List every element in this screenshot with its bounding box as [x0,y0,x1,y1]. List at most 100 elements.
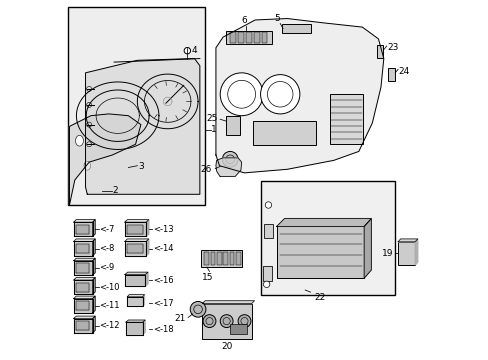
Polygon shape [142,320,145,335]
Text: 23: 23 [386,43,398,52]
Polygon shape [69,114,141,205]
Polygon shape [74,258,95,261]
Polygon shape [74,242,93,256]
Polygon shape [74,296,95,298]
Text: <-16: <-16 [153,275,173,284]
Polygon shape [76,301,89,310]
Polygon shape [93,296,95,313]
Polygon shape [76,244,89,253]
Polygon shape [276,219,370,226]
Text: 15: 15 [202,273,213,282]
Circle shape [264,202,271,208]
Polygon shape [93,220,95,237]
Text: 1: 1 [211,126,217,135]
Polygon shape [74,316,95,319]
Polygon shape [146,239,148,256]
Circle shape [238,315,250,328]
Polygon shape [414,239,417,265]
Polygon shape [127,297,142,306]
Circle shape [222,152,238,167]
Text: 25: 25 [206,114,217,123]
Ellipse shape [75,135,83,146]
Bar [253,32,259,43]
Polygon shape [74,222,93,237]
Text: 3: 3 [138,162,143,171]
Polygon shape [76,283,89,292]
Text: 5: 5 [274,14,280,23]
Bar [225,116,240,135]
Text: 2: 2 [112,186,118,195]
Polygon shape [142,295,144,306]
Bar [223,252,227,265]
Bar [263,266,272,281]
Circle shape [263,281,269,288]
Bar [229,252,234,265]
Polygon shape [364,219,370,278]
Polygon shape [146,220,148,237]
Polygon shape [124,272,148,275]
Polygon shape [125,322,142,335]
Polygon shape [124,275,145,287]
Bar [230,324,247,334]
Polygon shape [93,239,95,256]
Bar [387,68,394,81]
Circle shape [184,48,190,54]
Polygon shape [93,258,95,275]
Circle shape [260,75,299,114]
Text: <-10: <-10 [99,283,120,292]
Bar [253,121,315,145]
Polygon shape [76,263,89,273]
Polygon shape [397,239,417,242]
Polygon shape [145,272,148,287]
Bar [236,252,241,265]
Polygon shape [74,280,93,294]
Bar [397,242,414,265]
Bar [376,45,383,58]
Text: <-11: <-11 [99,301,120,310]
Text: <-7: <-7 [99,225,115,234]
Polygon shape [124,239,148,242]
Polygon shape [216,158,241,176]
Circle shape [220,315,233,328]
Polygon shape [74,220,95,222]
Polygon shape [124,222,146,237]
Polygon shape [124,220,148,222]
Bar [217,252,221,265]
Text: <-12: <-12 [99,321,120,330]
Text: 6: 6 [241,16,247,25]
Bar [230,32,235,43]
Text: <-14: <-14 [153,244,173,253]
Text: 26: 26 [200,165,211,174]
Polygon shape [85,59,200,194]
Bar [260,181,394,295]
Bar [264,224,272,238]
Bar [329,94,363,144]
Bar [225,31,272,44]
Polygon shape [76,225,89,234]
Text: <-17: <-17 [153,299,173,308]
Text: <-18: <-18 [153,325,173,334]
Text: 22: 22 [313,293,325,302]
Text: <-9: <-9 [99,264,115,273]
Bar [67,7,205,205]
Text: 20: 20 [221,342,232,351]
Bar [203,252,208,265]
Polygon shape [74,278,95,280]
Bar [201,250,242,267]
Bar [282,24,311,33]
Polygon shape [93,316,95,333]
Polygon shape [125,320,145,322]
Bar [202,303,251,339]
Polygon shape [127,244,142,253]
Polygon shape [74,239,95,242]
Polygon shape [74,319,93,333]
Text: 19: 19 [382,249,393,258]
Ellipse shape [84,161,90,170]
Text: 24: 24 [398,67,409,76]
Polygon shape [127,225,142,234]
Polygon shape [93,278,95,294]
Polygon shape [76,321,89,330]
Bar [261,32,267,43]
Polygon shape [74,261,93,275]
Polygon shape [216,18,383,173]
